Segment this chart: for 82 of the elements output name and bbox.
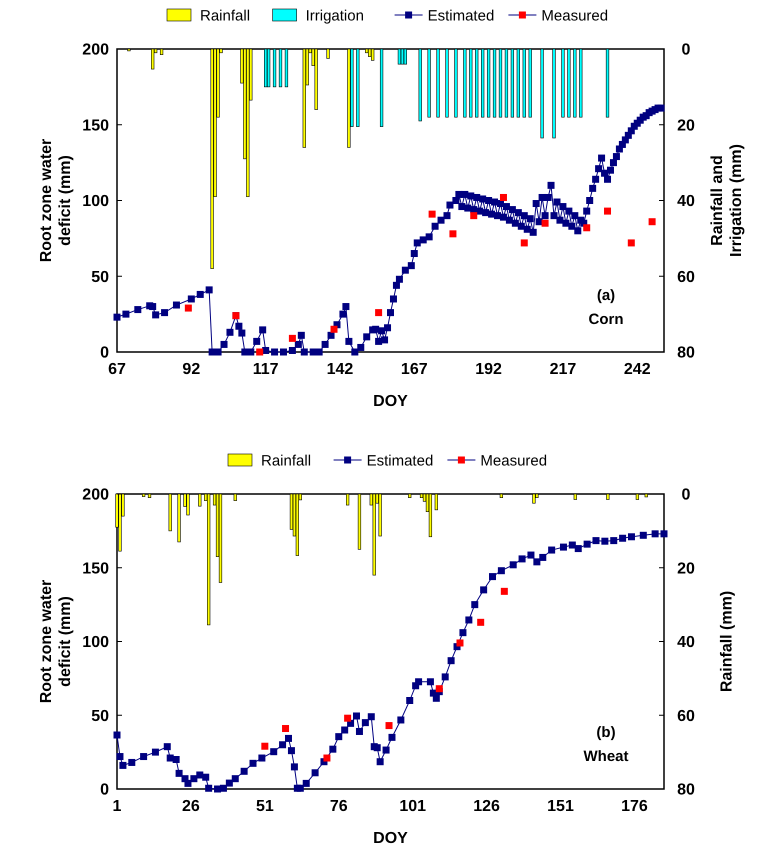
x-tick-label: 117 bbox=[252, 361, 279, 378]
legend-label: Measured bbox=[541, 7, 608, 24]
point bbox=[256, 348, 264, 356]
bar bbox=[400, 48, 404, 64]
x-tick-label: 1 bbox=[112, 798, 122, 815]
point bbox=[583, 224, 590, 232]
bar bbox=[372, 494, 376, 576]
y-axis-title: Root zone water deficit (mm) bbox=[38, 138, 74, 262]
y-tick-label: 100 bbox=[82, 193, 110, 210]
point bbox=[449, 230, 456, 238]
x-tick-label: 126 bbox=[473, 798, 500, 815]
y2-tick-label: 60 bbox=[677, 268, 695, 286]
y-tick-label: 50 bbox=[91, 268, 110, 286]
bar bbox=[246, 48, 250, 198]
y2-tick-label: 40 bbox=[677, 634, 695, 652]
point bbox=[330, 326, 338, 333]
annotation: (a) bbox=[596, 287, 616, 304]
legend-label: Rainfall bbox=[200, 7, 250, 24]
point bbox=[500, 588, 508, 595]
annotation: Corn bbox=[588, 311, 624, 328]
annotation: (b) bbox=[596, 724, 616, 741]
x-axis-title: DOY bbox=[373, 830, 408, 847]
x-tick-label: 101 bbox=[399, 798, 426, 815]
x-axis-title: DOY bbox=[373, 393, 408, 410]
bar bbox=[368, 48, 372, 57]
y-axis-title: Root zone water deficit (mm) bbox=[38, 580, 74, 704]
x-tick-label: 151 bbox=[547, 798, 574, 815]
point bbox=[456, 639, 464, 646]
y-tick-label: 150 bbox=[82, 560, 110, 578]
y-tick-label: 200 bbox=[82, 42, 110, 59]
x-tick-label: 176 bbox=[621, 798, 648, 815]
legend-label: Estimated bbox=[366, 452, 434, 470]
point bbox=[386, 722, 393, 730]
x-tick-label: 217 bbox=[550, 361, 576, 378]
bar bbox=[296, 494, 299, 556]
x-tick-label: 51 bbox=[256, 798, 274, 815]
point bbox=[184, 304, 192, 312]
y-tick-label: 0 bbox=[100, 782, 110, 799]
y2-tick-label: 20 bbox=[677, 117, 695, 134]
y2-tick-label: 80 bbox=[677, 344, 695, 362]
x-tick-label: 67 bbox=[108, 361, 126, 378]
point bbox=[648, 218, 656, 226]
x-tick-label: 76 bbox=[330, 798, 348, 815]
x-tick-label: 242 bbox=[624, 361, 651, 378]
y2-tick-label: 80 bbox=[677, 782, 695, 799]
point bbox=[470, 212, 478, 220]
y2-tick-label: 60 bbox=[677, 708, 695, 725]
y2-axis-title: Rainfall and Irrigation (mm) bbox=[709, 144, 746, 257]
y-tick-label: 0 bbox=[100, 344, 110, 362]
x-tick-label: 142 bbox=[326, 361, 354, 378]
y-tick-label: 200 bbox=[82, 486, 110, 504]
point bbox=[436, 685, 443, 692]
y-tick-label: 50 bbox=[91, 708, 110, 725]
point bbox=[604, 208, 612, 215]
point bbox=[428, 210, 436, 218]
annotation: Wheat bbox=[584, 748, 629, 765]
y2-tick-label: 0 bbox=[682, 486, 691, 504]
legend-label: Irrigation bbox=[306, 7, 364, 24]
y-tick-label: 150 bbox=[82, 117, 110, 134]
legend-label: Measured bbox=[480, 452, 548, 470]
y-tick-label: 100 bbox=[82, 634, 110, 652]
point bbox=[261, 742, 268, 750]
point bbox=[375, 309, 382, 316]
x-tick-label: 167 bbox=[400, 361, 428, 378]
point bbox=[282, 725, 290, 732]
point bbox=[344, 714, 352, 722]
point bbox=[477, 618, 484, 626]
point bbox=[323, 754, 330, 762]
y2-tick-label: 20 bbox=[677, 560, 695, 578]
legend-label: Estimated bbox=[428, 7, 494, 24]
legend-label: Rainfall bbox=[261, 452, 312, 470]
point bbox=[288, 334, 296, 342]
x-tick-label: 92 bbox=[182, 361, 200, 378]
point bbox=[520, 239, 528, 246]
x-tick-label: 192 bbox=[475, 361, 502, 378]
point bbox=[500, 194, 507, 201]
y2-tick-label: 0 bbox=[682, 42, 691, 59]
x-tick-label: 26 bbox=[182, 798, 200, 815]
y2-tick-label: 40 bbox=[677, 193, 695, 210]
point bbox=[628, 239, 635, 246]
point bbox=[542, 220, 549, 227]
y2-axis-title: Rainfall (mm) bbox=[718, 590, 736, 692]
